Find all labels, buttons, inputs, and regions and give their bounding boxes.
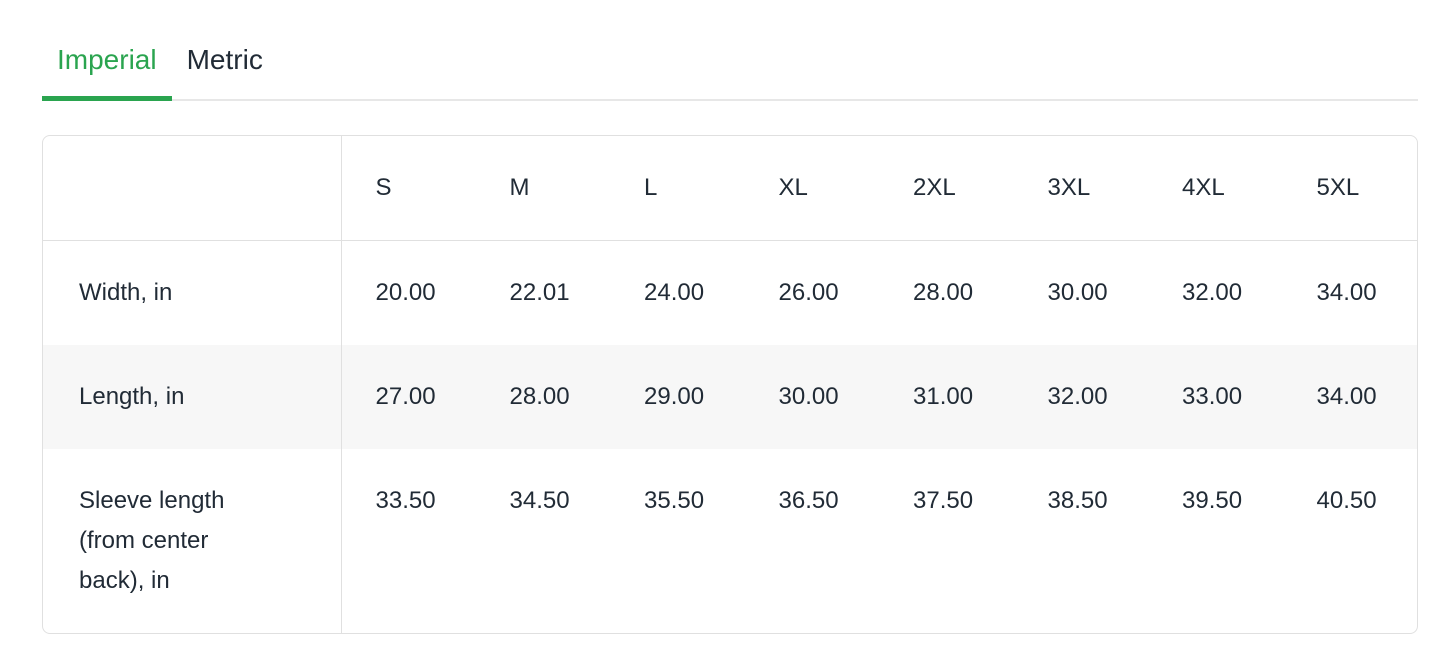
tab-metric[interactable]: Metric (186, 44, 263, 75)
column-header-5xl: 5XL (1282, 136, 1417, 241)
cell-value: 39.50 (1182, 487, 1243, 514)
cell-value: 26.00 (778, 279, 839, 306)
cell-value: 36.50 (778, 487, 839, 514)
cell-value: 24.00 (644, 279, 705, 306)
table-row-length: Length, in 27.00 28.00 29.00 30.00 31.00… (43, 345, 1417, 449)
cell-value: 33.00 (1182, 383, 1243, 410)
cell-value: 28.00 (509, 383, 570, 410)
row-label: Length, in (43, 345, 342, 449)
cell-value: 33.50 (375, 487, 436, 514)
tab-imperial[interactable]: Imperial (42, 44, 172, 101)
column-header-4xl: 4XL (1148, 136, 1283, 241)
cell-value: 32.00 (1182, 279, 1243, 306)
cell-value: 38.50 (1047, 487, 1108, 514)
column-header-s: S (341, 136, 476, 241)
column-header-xl: XL (744, 136, 879, 241)
column-header-l: L (610, 136, 745, 241)
header-row: S M L XL 2XL 3XL 4XL 5XL (43, 136, 1417, 241)
cell-value: 31.00 (913, 383, 974, 410)
column-header-m: M (475, 136, 610, 241)
column-header-2xl: 2XL (879, 136, 1014, 241)
row-label: Width, in (43, 240, 342, 345)
cell-value: 34.00 (1316, 279, 1377, 306)
cell-value: 30.00 (1047, 279, 1108, 306)
row-label: Sleeve length (from center back), in (43, 449, 342, 633)
cell-value: 32.00 (1047, 383, 1108, 410)
size-guide-panel: Imperial Metric S M L XL 2XL 3XL 4XL 5XL (42, 44, 1418, 634)
cell-value: 34.00 (1316, 383, 1377, 410)
cell-value: 30.00 (778, 383, 839, 410)
cell-value: 27.00 (375, 383, 436, 410)
size-chart-container: S M L XL 2XL 3XL 4XL 5XL Width, in 20.00… (42, 135, 1418, 634)
corner-header-cell (43, 136, 342, 241)
units-tab-bar: Imperial Metric (42, 44, 1418, 101)
cell-value: 37.50 (913, 487, 974, 514)
cell-value: 22.01 (509, 279, 570, 306)
cell-value: 35.50 (644, 487, 705, 514)
cell-value: 28.00 (913, 279, 974, 306)
size-chart-table: S M L XL 2XL 3XL 4XL 5XL Width, in 20.00… (43, 136, 1417, 633)
cell-value: 29.00 (644, 383, 705, 410)
table-row-width: Width, in 20.00 22.01 24.00 26.00 28.00 … (43, 240, 1417, 345)
size-chart-header: S M L XL 2XL 3XL 4XL 5XL (43, 136, 1417, 241)
column-header-3xl: 3XL (1013, 136, 1148, 241)
cell-value: 20.00 (375, 279, 436, 306)
cell-value: 34.50 (509, 487, 570, 514)
table-row-sleeve-length: Sleeve length (from center back), in 33.… (43, 449, 1417, 633)
cell-value: 40.50 (1316, 487, 1377, 514)
